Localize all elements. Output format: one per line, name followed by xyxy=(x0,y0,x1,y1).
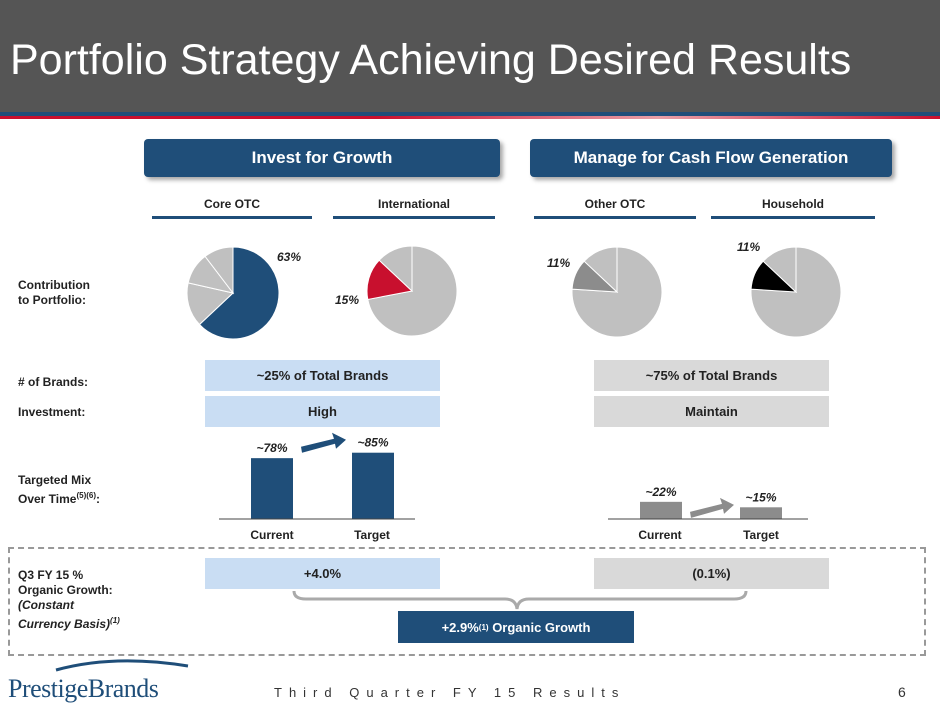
manage-brands-box: ~75% of Total Brands xyxy=(594,360,829,391)
pie-core-otc xyxy=(186,246,280,340)
header-stripe-red xyxy=(0,116,940,119)
bar-value-label: ~78% xyxy=(256,441,287,455)
trend-arrow-icon xyxy=(690,497,734,518)
category-core-otc: Core OTC xyxy=(203,197,260,211)
pie-other-otc xyxy=(571,246,663,338)
targeted-mix-invest-chart: ~78% ~85% xyxy=(219,432,415,520)
logo-swoosh-icon xyxy=(55,659,189,672)
pie-slice xyxy=(762,246,797,294)
invest-growth-box: +4.0% xyxy=(205,558,440,589)
manage-for-cash-flow-banner: Manage for Cash Flow Generation xyxy=(530,139,892,177)
bar-target xyxy=(352,452,394,519)
bar-target xyxy=(740,507,782,519)
pie-other-otc-label: 11% xyxy=(547,256,571,270)
invest-investment-box: High xyxy=(205,396,440,427)
category-underline xyxy=(534,216,696,219)
targeted-mix-manage-chart: ~22% ~15% xyxy=(608,485,808,520)
pie-household-label: 11% xyxy=(737,240,761,254)
header-stripe-blue xyxy=(0,112,940,116)
invest-brands-box: ~25% of Total Brands xyxy=(205,360,440,391)
brands-row-label: # of Brands: xyxy=(18,375,89,389)
category-international: International xyxy=(377,197,450,211)
bar-manage-current-label: Current xyxy=(638,528,682,542)
pie-international-label: 15% xyxy=(335,293,360,307)
category-underline xyxy=(711,216,875,219)
pie-household xyxy=(750,246,842,338)
page-title: Portfolio Strategy Achieving Desired Res… xyxy=(10,36,852,84)
bar-invest-current-label: Current xyxy=(250,528,294,542)
category-household: Household xyxy=(762,197,824,211)
bar-invest-target-label: Target xyxy=(354,528,390,542)
brace-icon xyxy=(292,590,748,610)
pie-core-otc-label: 63% xyxy=(277,250,302,264)
trend-arrow-icon xyxy=(301,432,346,453)
category-other-otc: Other OTC xyxy=(584,197,646,211)
prestige-brands-logo: PrestigeBrands xyxy=(8,674,159,703)
bar-current xyxy=(640,501,682,519)
header-bar xyxy=(0,0,940,112)
investment-row-label: Investment: xyxy=(18,405,86,419)
bar-value-label: ~22% xyxy=(645,485,676,499)
bar-current xyxy=(251,458,293,519)
manage-growth-box: (0.1%) xyxy=(594,558,829,589)
pie-slice-highlight xyxy=(198,246,280,340)
invest-for-growth-banner: Invest for Growth xyxy=(144,139,500,177)
pie-slice xyxy=(583,246,618,294)
targeted-mix-row-label: Targeted Mix Over Time(5)(6): xyxy=(18,473,101,506)
contribution-row-label: Contribution to Portfolio: xyxy=(18,278,90,307)
category-underline xyxy=(333,216,495,219)
pie-slice xyxy=(204,246,234,295)
page-number: 6 xyxy=(898,684,906,700)
organic-growth-dashed-frame xyxy=(8,547,926,656)
bar-value-label: ~15% xyxy=(745,490,776,504)
footer-text: Third Quarter FY 15 Results xyxy=(274,685,626,700)
pie-international xyxy=(366,245,458,337)
total-organic-growth-box: +2.9% (1) Organic Growth xyxy=(398,611,634,643)
bar-manage-target-label: Target xyxy=(743,528,779,542)
manage-investment-box: Maintain xyxy=(594,396,829,427)
organic-growth-row-label: Q3 FY 15 % Organic Growth: (Constant Cur… xyxy=(18,568,120,631)
bar-value-label: ~85% xyxy=(357,436,388,450)
category-underline xyxy=(152,216,312,219)
pie-slice xyxy=(378,245,413,293)
